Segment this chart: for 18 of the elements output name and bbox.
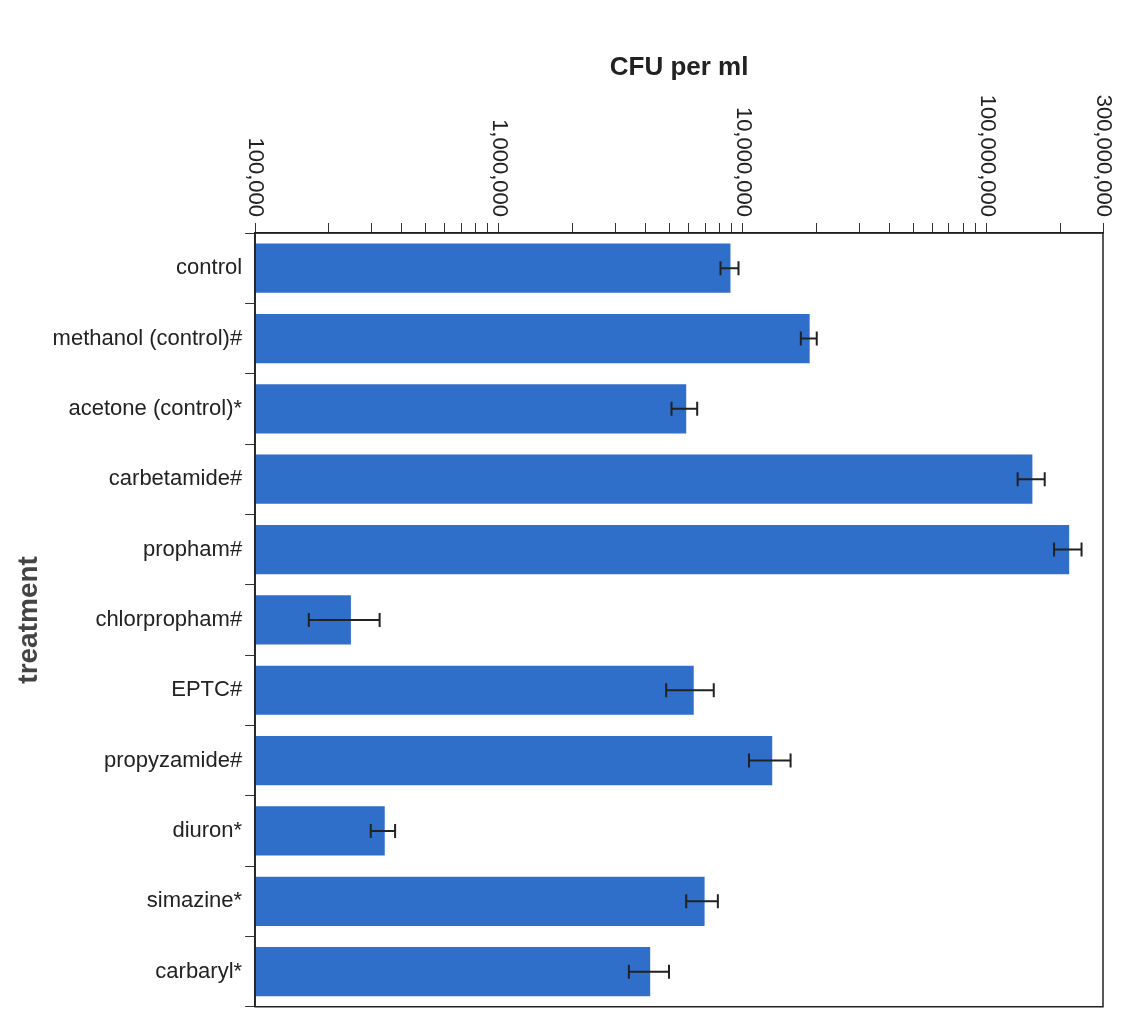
x-tick-label: 1,000,000 (487, 119, 513, 217)
x-tick-label: 100,000 (244, 137, 270, 217)
y-tick-label: methanol (control)# (52, 324, 243, 350)
x-tick-label: 300,000,000 (1091, 94, 1117, 217)
y-tick-label: propyzamide# (103, 746, 243, 772)
y-tick-label: control (176, 254, 243, 280)
x-tick-label: 10,000,000 (731, 106, 757, 217)
y-tick-label: EPTC# (171, 676, 243, 702)
y-axis-title: treatment (11, 556, 43, 684)
y-tick-label: chlorpropham# (95, 605, 243, 631)
y-tick-label: propham# (143, 535, 243, 561)
y-tick-label: acetone (control)* (68, 394, 243, 420)
x-tick-label: 100,000,000 (975, 94, 1001, 217)
x-axis-title: CFU per ml (609, 50, 749, 81)
y-tick-label: carbaryl* (155, 957, 243, 983)
y-tick-label: simazine* (146, 887, 243, 913)
y-tick-label: diuron* (172, 817, 243, 842)
y-tick-label: carbetamide# (108, 465, 243, 491)
